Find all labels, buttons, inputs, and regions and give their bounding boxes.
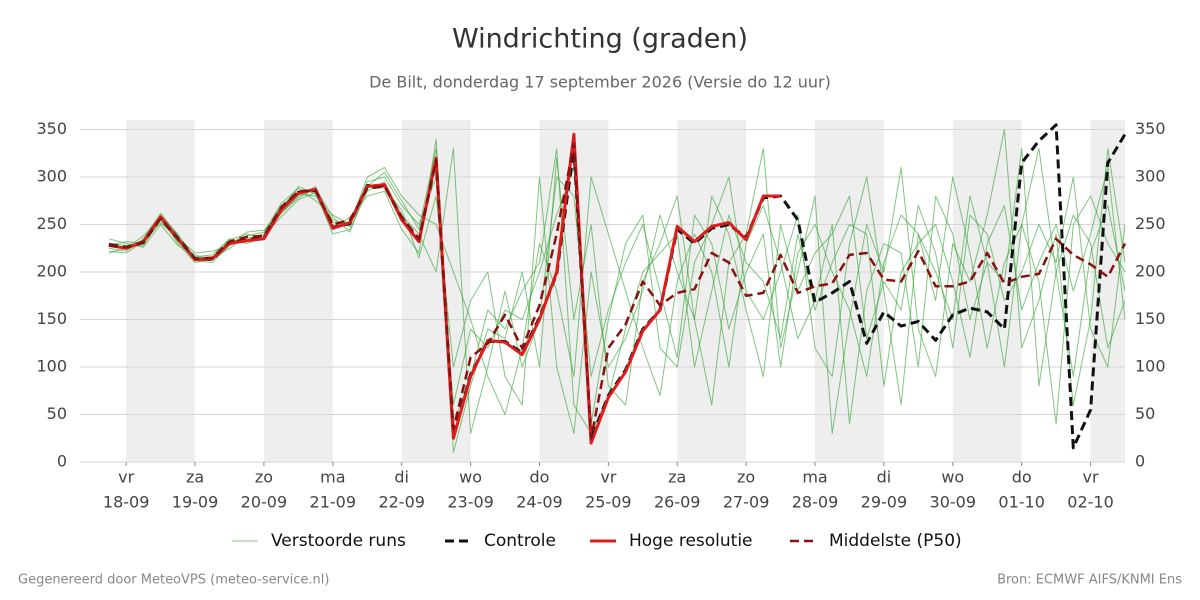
series-line	[108, 142, 1127, 440]
x-tick-label: vr	[1083, 468, 1099, 487]
y-tick-label: 200	[36, 262, 67, 281]
x-tick-label: vr	[118, 468, 134, 487]
y-tick-label: 150	[36, 309, 67, 328]
x-tick-date: 19-09	[172, 493, 219, 512]
series-line	[108, 148, 1126, 425]
chart-title: Windrichting (graden)	[452, 24, 748, 55]
y-tick-label: 250	[36, 214, 67, 233]
x-tick-date: 30-09	[930, 493, 977, 512]
day-shade	[952, 120, 1022, 462]
x-tick-label: zo	[737, 468, 755, 487]
legend-label: Hoge resolutie	[629, 531, 753, 551]
y2-tick-label: 0	[1135, 452, 1145, 471]
x-tick-date: 01-10	[998, 493, 1045, 512]
x-tick-date: 18-09	[103, 493, 150, 512]
x-tick-date: 21-09	[310, 493, 357, 512]
x-tick-label: za	[186, 468, 204, 487]
footer-left: Gegenereerd door MeteoVPS (meteo-service…	[18, 573, 329, 588]
x-tick-date: 23-09	[447, 493, 494, 512]
x-tick-date: 29-09	[861, 493, 908, 512]
x-tick-date: 25-09	[585, 493, 632, 512]
x-tick-label: vr	[600, 468, 616, 487]
y2-tick-label: 50	[1135, 404, 1155, 423]
day-shade	[126, 120, 196, 462]
chart-subtitle: De Bilt, donderdag 17 september 2026 (Ve…	[369, 73, 831, 92]
legend-label: Middelste (P50)	[829, 531, 962, 551]
x-tick-label: zo	[255, 468, 273, 487]
x-tick-label: do	[529, 468, 549, 487]
x-tick-date: 27-09	[723, 493, 770, 512]
y-tick-label: 50	[47, 404, 67, 423]
grid	[80, 129, 1125, 466]
x-tick-date: 26-09	[654, 493, 701, 512]
x-tick-label: do	[1012, 468, 1032, 487]
x-tick-date: 28-09	[792, 493, 839, 512]
x-tick-date: 24-09	[516, 493, 563, 512]
x-tick-date: 02-10	[1067, 493, 1114, 512]
y2-tick-label: 350	[1135, 119, 1166, 138]
x-tick-date: 20-09	[241, 493, 288, 512]
x-tick-label: za	[668, 468, 686, 487]
y2-tick-label: 150	[1135, 309, 1166, 328]
series-line	[108, 148, 1126, 425]
y-tick-label: 0	[57, 452, 67, 471]
legend-label: Verstoorde runs	[271, 531, 406, 551]
y2-tick-label: 200	[1135, 262, 1166, 281]
lines	[108, 123, 1127, 453]
series-line	[108, 148, 1126, 434]
y-tick-label: 100	[36, 357, 67, 376]
x-tick-label: wo	[941, 468, 964, 487]
x-tick-label: di	[877, 468, 892, 487]
x-tick-label: wo	[459, 468, 482, 487]
x-tick-label: ma	[320, 468, 345, 487]
y-tick-label: 300	[36, 167, 67, 186]
footer-right: Bron: ECMWF AIFS/KNMI Ens	[997, 573, 1182, 588]
labels: 0 0 50 50 100 100 150 150 200 200 250 250 300 300 350 3…	[36, 119, 1165, 551]
y-tick-label: 350	[36, 119, 67, 138]
x-tick-label: ma	[802, 468, 827, 487]
x-tick-label: di	[394, 468, 409, 487]
y2-tick-label: 100	[1135, 357, 1166, 376]
y2-tick-label: 300	[1135, 167, 1166, 186]
x-tick-date: 22-09	[378, 493, 425, 512]
legend-label: Controle	[484, 531, 556, 551]
day-shade	[263, 120, 333, 462]
y2-tick-label: 250	[1135, 214, 1166, 233]
